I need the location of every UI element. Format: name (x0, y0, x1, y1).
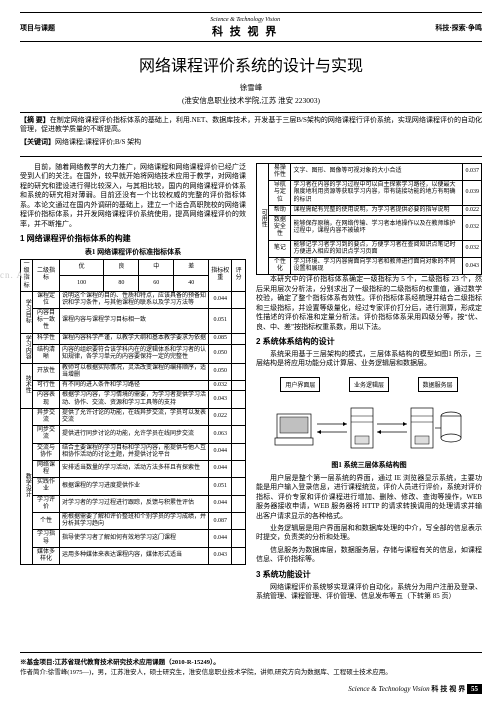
sec2-para: 系统采用基于三层架构的模式，三层体系结构的模型如图1 所示，三层结构是将应用功能… (256, 350, 482, 369)
article-title: 网络课程评价系统的设计与实现 (20, 52, 482, 76)
intro-para: 目前，随着网络教学的大力推广，网络课程和网络课程评价已经广泛受到人们的关注。在国… (20, 163, 246, 229)
page-number: 55 (467, 684, 482, 694)
page-footer: Science & Technology Vision 科 技 视 界 55 (348, 684, 482, 694)
top-rule (20, 12, 482, 13)
watermark: cn. Al (0, 270, 28, 280)
footer-en: Science & Technology Vision (348, 685, 429, 693)
table1-continued: 可用性易操作性文字、图形、图像等可视对象的大小合适0.037导航与定位学习者在内… (256, 163, 482, 275)
para-after-fig-3: 信息服务为数据库层，数据服务层，存储与课程有关的信息，如课程信息、评价指标等。 (256, 546, 482, 565)
footer-note: ※基金项目:江苏省现代教育技术研究技术应用课题（2010-R-15249）。 作… (20, 652, 482, 676)
keywords: 【关键词】网络课程;课程评价;B/S 架构 (20, 137, 482, 147)
author: 徐雪峰 (20, 82, 482, 93)
header-right: 科技·探索·争鸣 (435, 23, 482, 33)
layer-3: 数据服务层 (418, 377, 458, 392)
header-cn: 科 技 视 界 (210, 23, 280, 39)
abstract-label: 【摘 要】 (20, 116, 50, 124)
section-3: 3 系统功能设计 (256, 569, 482, 580)
abstract: 【摘 要】在制定网络课程评价指标体系的基础上，利用.NET、数据库技术，开发基于… (20, 116, 482, 135)
abstract-text: 在制定网络课程评价指标体系的基础上，利用.NET、数据库技术，开发基于三层B/S… (20, 116, 482, 133)
layer-2: 业务逻辑层 (349, 377, 389, 392)
footer-cn: 科 技 视 界 (431, 686, 465, 693)
page: cn. Al 项目与课题 Science & Technology Vision… (0, 0, 502, 704)
arch-diagram (269, 396, 469, 456)
arch-labels: 用户界面层 业务逻辑层 数据服务层 (256, 373, 482, 396)
figure1-caption: 图1 系统三层体系结构图 (256, 460, 482, 470)
right-column: 可用性易操作性文字、图形、图像等可视对象的大小合适0.037导航与定位学习者在内… (256, 163, 482, 605)
running-header: 项目与课题 Science & Technology Vision 科 技 视 … (20, 15, 482, 42)
keywords-label: 【关键词】 (20, 138, 55, 146)
figure-1: 用户界面层 业务逻辑层 数据服务层 (256, 373, 482, 470)
section-1: 1 网络课程评价指标体系的构建 (20, 233, 246, 244)
author-bio: 作者简介:徐雪峰(1975—)，男，江苏淮安人，硕士研究生，淮安信息职业技术学院… (20, 666, 482, 676)
affiliation: (淮安信息职业技术学院,江苏 淮安 223003) (20, 95, 482, 106)
keywords-text: 网络课程;课程评价;B/S 架构 (55, 138, 141, 146)
table1-caption: 表1 网络课程评价标准指标体系 (20, 247, 246, 257)
header-left: 项目与课题 (20, 23, 55, 33)
funding-note: ※基金项目:江苏省现代教育技术研究技术应用课题（2010-R-15249）。 (20, 659, 220, 666)
body-columns: 目前，随着网络教学的大力推广，网络课程和网络课程评价已经广泛受到人们的关注。在国… (20, 163, 482, 605)
header-mid: Science & Technology Vision 科 技 视 界 (210, 17, 280, 39)
left-column: 目前，随着网络教学的大力推广，网络课程和网络课程评价已经广泛受到人们的关注。在国… (20, 163, 246, 605)
para-after-fig-1: 用户层是整个第一层系统的界面，通过 IE 浏览器显示系统，主要功能是用户输入登录… (256, 474, 482, 521)
after-table-para: 本研究中的评价指标体系确定一级指标为 5 个，二级指标 23 个，然后采用层次分… (256, 275, 482, 332)
section-2: 2 系统体系结构的设计 (256, 336, 482, 347)
sec3-para: 网络课程评价系统够实现课评价自动化，系统分为用户注册及登录、系统管理、课程管理、… (256, 583, 482, 602)
layer-1: 用户界面层 (280, 377, 320, 392)
table1: 一级指标二级指标优良中差指标权重评分100806040学习目标课程定位说明这个课… (20, 259, 246, 565)
para-after-fig-2: 业务逻辑层是用户界面层和和数据库处理的中介，写全部的信息表示时提交，负责类的分析… (256, 524, 482, 543)
abstract-block: 【摘 要】在制定网络课程评价指标体系的基础上，利用.NET、数据库技术，开发基于… (20, 112, 482, 157)
